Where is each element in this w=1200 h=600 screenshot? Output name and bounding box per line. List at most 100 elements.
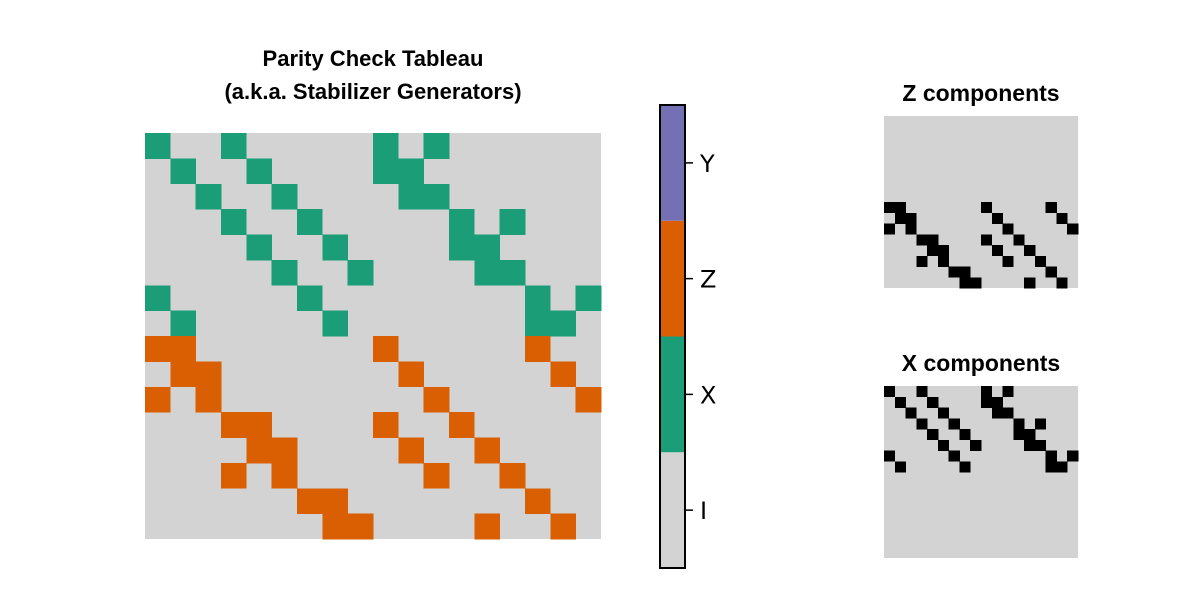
x-components-cell <box>927 429 939 441</box>
x-components-cell <box>948 450 960 462</box>
tableau-cell <box>474 259 501 286</box>
x-components-cell <box>1045 461 1057 473</box>
tableau-cell <box>322 488 349 515</box>
x-components-cell <box>884 450 896 462</box>
colorbar-swatch <box>660 220 685 337</box>
tableau-cell <box>449 209 475 235</box>
z-components-cell <box>1067 223 1079 235</box>
x-components-cell <box>1013 418 1025 430</box>
x-components-cell <box>1045 450 1057 462</box>
tableau-cell <box>398 361 425 388</box>
tableau-cell <box>246 234 273 261</box>
tableau-cell <box>195 183 222 210</box>
x-components-cell <box>1013 429 1025 441</box>
tableau-cell <box>195 361 222 388</box>
tableau-cell <box>373 133 399 159</box>
x-components-cell <box>1002 407 1014 419</box>
tableau-cell <box>322 234 349 261</box>
z-components-cell <box>884 223 896 235</box>
z-components-cell <box>991 212 1003 224</box>
z-components-cell <box>927 234 939 246</box>
x-components-cell <box>1056 461 1068 473</box>
tableau-cell <box>575 285 602 312</box>
tableau-cell <box>550 513 577 540</box>
z-components-cell <box>1034 255 1047 267</box>
colorbar-swatch <box>660 105 685 221</box>
tableau-cell <box>145 336 171 362</box>
tableau-title-line2: (a.k.a. Stabilizer Generators) <box>224 79 521 104</box>
z-components-cell <box>927 245 939 257</box>
z-components-cell <box>981 202 993 214</box>
z-components-cell <box>905 212 917 224</box>
tableau-cell <box>423 386 450 413</box>
tableau-cell <box>550 361 577 388</box>
tableau-cell <box>373 336 399 362</box>
tableau-cell <box>297 488 323 515</box>
x-components-cell <box>894 461 906 473</box>
tableau-cell <box>525 488 551 515</box>
x-components-cell <box>991 396 1003 408</box>
tableau-cell <box>499 209 526 235</box>
x-components-cell <box>1002 386 1014 398</box>
tableau-cell <box>525 336 551 362</box>
tableau-cell <box>499 259 526 286</box>
tableau-cell <box>170 361 197 388</box>
z-components-cell <box>894 212 906 224</box>
colorbar-tick-label: Z <box>700 266 716 294</box>
tableau-cell <box>525 285 551 312</box>
z-components-panel: Z components <box>884 80 1079 289</box>
z-components-title: Z components <box>902 80 1059 106</box>
colorbar: I X Z Y <box>659 104 716 569</box>
z-components-cell <box>948 266 960 278</box>
z-components-cell <box>916 234 928 246</box>
tableau-cell <box>271 183 298 210</box>
colorbar-tick-label: I <box>700 497 707 525</box>
colorbar-tick-label: X <box>700 381 716 409</box>
z-components-heatmap <box>884 116 1079 289</box>
x-components-cell <box>948 418 960 430</box>
tableau-cell <box>423 183 450 210</box>
x-components-cell <box>991 407 1003 419</box>
z-components-cell <box>894 202 906 214</box>
z-components-cell <box>970 277 982 289</box>
x-components-cell <box>937 439 950 451</box>
tableau-cell <box>423 462 450 489</box>
tableau-cell <box>474 234 501 261</box>
tableau-cell <box>297 209 323 235</box>
tableau-cell <box>449 234 475 261</box>
tableau-cell <box>297 285 323 312</box>
z-components-cell <box>905 223 917 235</box>
x-components-cell <box>884 386 896 398</box>
tableau-cell <box>373 158 399 185</box>
x-components-cell <box>981 386 993 398</box>
tableau-cell <box>145 133 171 159</box>
tableau-cell <box>271 437 298 464</box>
z-components-cell <box>1024 277 1036 289</box>
z-components-cell <box>1045 266 1057 278</box>
x-components-cell <box>1024 439 1036 451</box>
x-components-cell <box>959 429 971 441</box>
tableau-panel: Parity Check Tableau (a.k.a. Stabilizer … <box>145 46 602 540</box>
tableau-cell <box>373 412 399 438</box>
tableau-cell <box>221 412 247 438</box>
tableau-cell <box>449 412 475 438</box>
z-components-cell <box>959 266 971 278</box>
tableau-cell <box>347 259 374 286</box>
x-components-cell <box>937 407 950 419</box>
x-components-cell <box>927 396 939 408</box>
tableau-cell <box>271 462 298 489</box>
tableau-cell <box>221 462 247 489</box>
colorbar-swatches <box>660 105 685 568</box>
colorbar-frame <box>659 104 686 569</box>
tableau-cell <box>271 259 298 286</box>
tableau-cell <box>423 133 450 159</box>
tableau-cell <box>322 513 349 540</box>
colorbar-tick-label: Y <box>699 150 715 178</box>
z-components-cell <box>1002 255 1014 267</box>
tableau-cell <box>322 310 349 337</box>
tableau-cell <box>195 386 222 413</box>
x-components-title: X components <box>902 350 1060 376</box>
z-components-cell <box>991 245 1003 257</box>
x-components-cell <box>1034 439 1047 451</box>
